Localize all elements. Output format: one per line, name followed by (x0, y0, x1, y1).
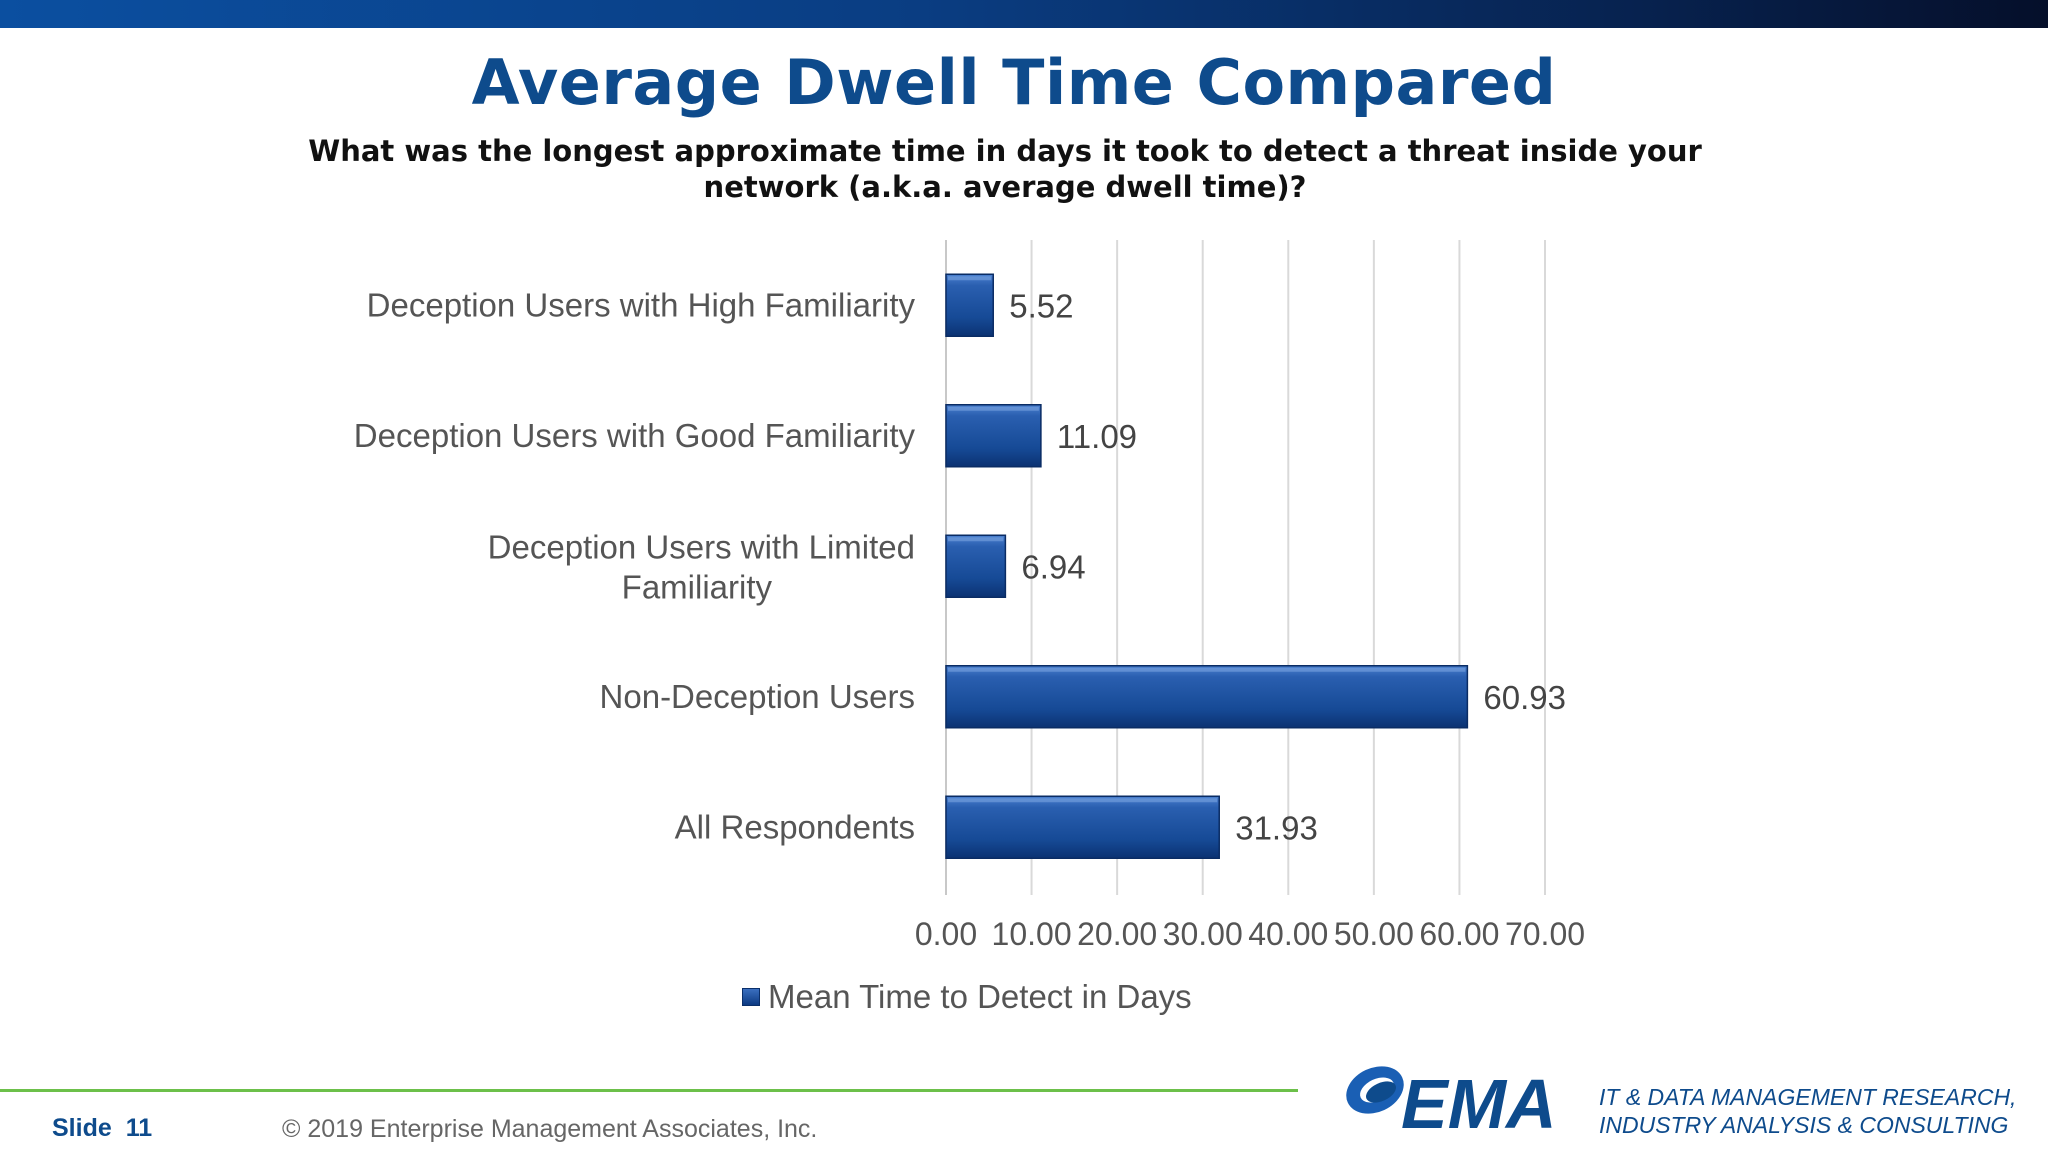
bar-highlight (948, 276, 992, 281)
data-label: 5.52 (1009, 287, 1073, 324)
slide-number: Slide 11 (52, 1114, 152, 1143)
legend-swatch (742, 988, 760, 1006)
top-banner (0, 0, 2048, 28)
category-label-line: Familiarity (622, 568, 773, 605)
bar-highlight (948, 667, 1466, 672)
slide-title: Average Dwell Time Compared (471, 46, 1557, 119)
x-tick-label: 50.00 (1334, 916, 1414, 952)
bar (945, 273, 994, 337)
category-label: Non-Deception Users (600, 678, 915, 715)
data-label: 6.94 (1021, 548, 1085, 585)
legend-label: Mean Time to Detect in Days (768, 978, 1192, 1015)
x-tick-label: 60.00 (1419, 916, 1499, 952)
slide-number-value: 11 (125, 1114, 153, 1142)
category-label: Deception Users with High Familiarity (367, 286, 916, 323)
tagline-line-2: INDUSTRY ANALYSIS & CONSULTING (1599, 1112, 2009, 1138)
x-tick-label: 20.00 (1077, 916, 1157, 952)
bar (945, 665, 1469, 729)
bar (945, 534, 1007, 598)
copyright-notice: © 2019 Enterprise Management Associates,… (282, 1115, 818, 1143)
x-tick-label: 0.00 (915, 916, 977, 952)
company-tagline: IT & DATA MANAGEMENT RESEARCH, INDUSTRY … (1599, 1083, 2016, 1139)
chart-legend: Mean Time to Detect in Days (742, 978, 1192, 1016)
bar-highlight (948, 537, 1004, 542)
data-label: 60.93 (1483, 679, 1566, 716)
category-label: Deception Users with Good Familiarity (354, 417, 916, 454)
x-tick-label: 30.00 (1163, 916, 1243, 952)
x-tick-label: 70.00 (1505, 916, 1585, 952)
slide-label: Slide (52, 1114, 112, 1142)
bar (945, 404, 1042, 468)
data-label: 31.93 (1235, 809, 1318, 846)
category-label-line: Deception Users with Limited (488, 528, 915, 565)
x-tick-label: 40.00 (1248, 916, 1328, 952)
category-label: Deception Users with Limited Familiarity (488, 528, 915, 605)
tagline-line-1: IT & DATA MANAGEMENT RESEARCH, (1599, 1084, 2017, 1110)
bar (945, 795, 1220, 859)
logo-text: EMA (1401, 1065, 1557, 1136)
x-tick-label: 10.00 (992, 916, 1072, 952)
ema-logo: EMA (1346, 1065, 1557, 1136)
footer-divider (0, 1089, 1298, 1092)
bar-highlight (948, 798, 1218, 803)
category-label: All Respondents (675, 808, 915, 845)
bar-highlight (948, 406, 1039, 411)
slide-subtitle: What was the longest approximate time in… (308, 134, 1702, 204)
data-label: 11.09 (1057, 418, 1137, 455)
